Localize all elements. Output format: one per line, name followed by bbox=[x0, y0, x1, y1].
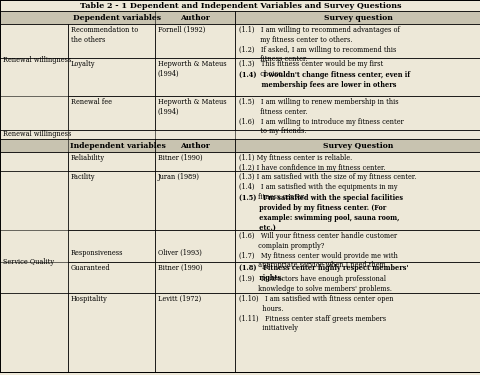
Text: Loyalty: Loyalty bbox=[71, 60, 96, 68]
Text: Table 2 - 1 Dependent and Independent Variables and Survey Questions: Table 2 - 1 Dependent and Independent Va… bbox=[80, 2, 400, 9]
Text: Renewal fee: Renewal fee bbox=[71, 98, 112, 106]
Bar bbox=[235, 139, 480, 152]
Text: Reliability: Reliability bbox=[71, 154, 105, 162]
Text: Service Quality: Service Quality bbox=[3, 258, 54, 266]
Bar bbox=[235, 58, 480, 96]
Text: Hospitality: Hospitality bbox=[71, 295, 108, 303]
Bar bbox=[235, 262, 480, 293]
Bar bbox=[155, 152, 235, 171]
Bar bbox=[235, 152, 480, 171]
Text: Responsiveness: Responsiveness bbox=[71, 249, 123, 257]
Bar bbox=[0, 0, 480, 11]
Bar bbox=[68, 152, 155, 171]
Bar bbox=[0, 293, 68, 372]
Bar bbox=[68, 171, 155, 230]
Bar bbox=[0, 130, 480, 139]
Bar bbox=[235, 96, 480, 130]
Bar bbox=[68, 96, 155, 130]
Bar bbox=[155, 293, 235, 372]
Text: (1.4)   I wouldn't change fitness center, even if
          membership fees are : (1.4) I wouldn't change fitness center, … bbox=[239, 71, 409, 89]
Bar bbox=[155, 58, 235, 96]
Text: Author: Author bbox=[180, 141, 209, 150]
Text: Oliver (1993): Oliver (1993) bbox=[157, 249, 202, 257]
Text: (1.1)   I am willing to recommend advantages of
          my fitness center to o: (1.1) I am willing to recommend advantag… bbox=[239, 26, 399, 63]
Bar bbox=[68, 293, 155, 372]
Bar bbox=[235, 24, 480, 58]
Text: (1.3) I am satisfied with the size of my fitness center.
(1.4)   I am satisfied : (1.3) I am satisfied with the size of my… bbox=[239, 173, 416, 201]
Text: Bitner (1990): Bitner (1990) bbox=[157, 264, 202, 272]
Bar bbox=[0, 11, 235, 24]
Text: Independent variables: Independent variables bbox=[70, 141, 165, 150]
Text: Fornell (1992): Fornell (1992) bbox=[157, 26, 205, 34]
Text: (1.5)   I'm satisfied with the special facilities
         provided by my fitnes: (1.5) I'm satisfied with the special fac… bbox=[239, 194, 402, 231]
Bar bbox=[155, 262, 235, 293]
Text: Hepworth & Mateus
(1994): Hepworth & Mateus (1994) bbox=[157, 60, 226, 78]
Text: Guaranteed: Guaranteed bbox=[71, 264, 110, 272]
Text: Renewal willingness: Renewal willingness bbox=[3, 56, 71, 64]
Text: (1.5)   I am willing to renew membership in this
          fitness center.
(1.6): (1.5) I am willing to renew membership i… bbox=[239, 98, 403, 135]
Text: Survey question: Survey question bbox=[323, 13, 392, 21]
Bar bbox=[68, 262, 155, 293]
Text: (1.8)   Fitness center highly respect members'
         rights.: (1.8) Fitness center highly respect memb… bbox=[239, 264, 408, 282]
Bar bbox=[235, 11, 480, 24]
Bar bbox=[0, 139, 235, 152]
Text: Levitt (1972): Levitt (1972) bbox=[157, 295, 201, 303]
Text: Survey Question: Survey Question bbox=[322, 141, 392, 150]
Text: Facility: Facility bbox=[71, 173, 96, 181]
Text: Juran (1989): Juran (1989) bbox=[157, 173, 200, 181]
Bar bbox=[0, 24, 68, 58]
Bar bbox=[68, 24, 155, 58]
Text: (1.1) My fitness center is reliable.
(1.2) I have confidence in my fitness cente: (1.1) My fitness center is reliable. (1.… bbox=[239, 154, 384, 172]
Bar bbox=[235, 171, 480, 230]
Bar bbox=[155, 96, 235, 130]
Text: Dependent variables: Dependent variables bbox=[73, 13, 161, 21]
Text: (1.6)   Will your fitness center handle customer
         complain promptly?
(1.: (1.6) Will your fitness center handle cu… bbox=[239, 232, 397, 269]
Bar bbox=[0, 152, 68, 171]
Text: Recommendation to
the others: Recommendation to the others bbox=[71, 26, 138, 44]
Bar bbox=[155, 171, 235, 230]
Bar bbox=[155, 24, 235, 58]
Bar bbox=[155, 230, 235, 262]
Bar bbox=[68, 58, 155, 96]
Text: Bitner (1990): Bitner (1990) bbox=[157, 154, 202, 162]
Text: Renewal willingness: Renewal willingness bbox=[3, 130, 71, 138]
Bar bbox=[235, 230, 480, 262]
Text: (1.9)   Instructors have enough professional
         knowledge to solve members: (1.9) Instructors have enough profession… bbox=[239, 275, 391, 293]
Text: (1.3)   This fitness center would be my first
          choice.: (1.3) This fitness center would be my fi… bbox=[239, 60, 383, 78]
Bar bbox=[68, 230, 155, 262]
Text: (1.10)   I am satisfied with fitness center open
           hours.
(1.11)   Fitn: (1.10) I am satisfied with fitness cente… bbox=[239, 295, 393, 332]
Bar bbox=[235, 293, 480, 372]
Text: Hepworth & Mateus
(1994): Hepworth & Mateus (1994) bbox=[157, 98, 226, 116]
Text: Author: Author bbox=[180, 13, 209, 21]
